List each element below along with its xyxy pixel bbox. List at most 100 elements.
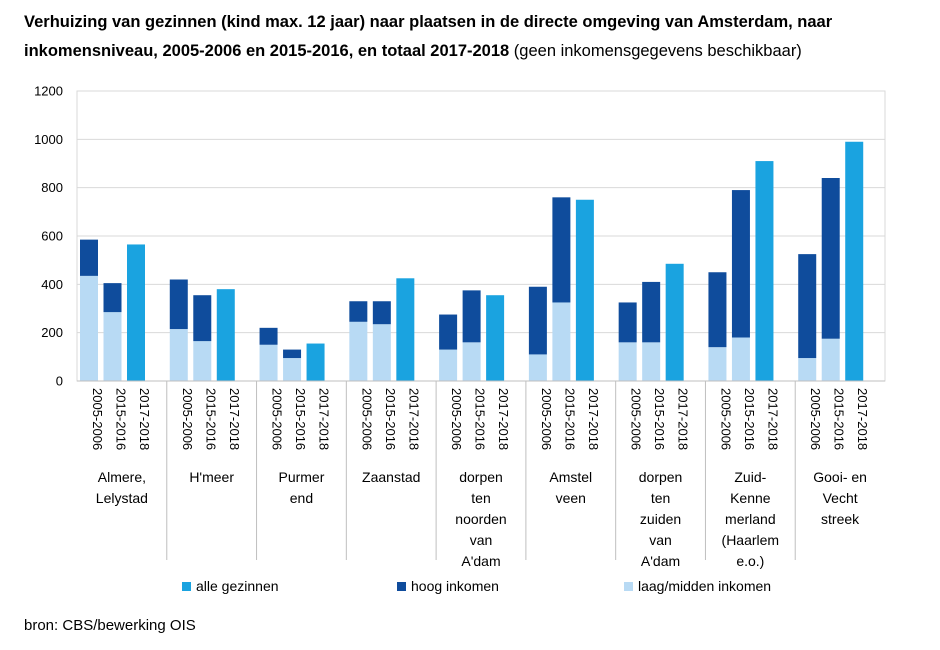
bar-laag-midden-inkomen <box>283 358 302 381</box>
group-label: van <box>470 532 493 548</box>
bar-hoog-inkomen <box>80 239 98 276</box>
bar-alle-gezinnen <box>216 289 235 381</box>
group-label: Purmer <box>278 469 324 485</box>
period-label: 2015-2016 <box>652 388 667 450</box>
group-label: zuiden <box>640 511 681 527</box>
legend-label: laag/midden inkomen <box>638 578 771 594</box>
period-label: 2005-2006 <box>449 388 464 450</box>
legend-swatch-alle-gezinnen <box>182 582 191 591</box>
group-label: dorpen <box>639 469 683 485</box>
bar-alle-gezinnen <box>665 263 684 381</box>
bar-alle-gezinnen <box>396 278 415 381</box>
bar-hoog-inkomen <box>552 197 571 303</box>
chart-title: Verhuizing van gezinnen (kind max. 12 ja… <box>24 8 924 66</box>
group-label: merland <box>725 511 776 527</box>
group-label: Zaanstad <box>362 469 420 485</box>
group-label: noorden <box>455 511 506 527</box>
y-tick-label: 800 <box>41 180 63 195</box>
group-label: Lelystad <box>96 490 148 506</box>
period-label: 2005-2006 <box>808 388 823 450</box>
bar-laag-midden-inkomen <box>708 347 727 381</box>
period-label: 2005-2006 <box>718 388 733 450</box>
period-label: 2015-2016 <box>742 388 757 450</box>
legend-label: hoog inkomen <box>411 578 499 594</box>
group-label: Kenne <box>730 490 771 506</box>
period-label: 2015-2016 <box>473 388 488 450</box>
period-label: 2015-2016 <box>293 388 308 450</box>
bar-alle-gezinnen <box>845 141 864 381</box>
bar-laag-midden-inkomen <box>798 358 817 381</box>
bar-hoog-inkomen <box>372 301 391 325</box>
bar-laag-midden-inkomen <box>372 324 391 381</box>
period-label: 2015-2016 <box>832 388 847 450</box>
period-label: 2017-2018 <box>496 388 511 450</box>
group-label: end <box>290 490 313 506</box>
group-label: dorpen <box>459 469 503 485</box>
bar-hoog-inkomen <box>439 314 458 350</box>
bar-hoog-inkomen <box>618 302 637 343</box>
bar-laag-midden-inkomen <box>731 337 750 381</box>
period-label: 2005-2006 <box>180 388 195 450</box>
period-label: 2015-2016 <box>114 388 129 450</box>
chart-title-note: (geen inkomensgegevens beschikbaar) <box>513 42 802 60</box>
bar-alle-gezinnen <box>486 295 505 381</box>
bar-hoog-inkomen <box>821 178 840 339</box>
group-label: Gooi- en <box>813 469 867 485</box>
y-tick-label: 0 <box>56 374 63 389</box>
bar-laag-midden-inkomen <box>439 349 458 381</box>
period-label: 2017-2018 <box>855 388 870 450</box>
legend-swatch-laag-midden-inkomen <box>624 582 633 591</box>
group-label: ten <box>471 490 490 506</box>
period-label: 2017-2018 <box>765 388 780 450</box>
bar-laag-midden-inkomen <box>80 275 98 381</box>
bar-laag-midden-inkomen <box>259 344 278 381</box>
y-tick-label: 1000 <box>34 132 63 147</box>
group-label: van <box>649 532 672 548</box>
period-label: 2017-2018 <box>406 388 421 450</box>
group-label: A'dam <box>461 553 500 569</box>
y-tick-label: 200 <box>41 325 63 340</box>
bar-hoog-inkomen <box>193 295 212 342</box>
bar-alle-gezinnen <box>575 199 594 381</box>
y-tick-label: 600 <box>41 229 63 244</box>
bar-hoog-inkomen <box>731 190 750 338</box>
bar-hoog-inkomen <box>642 281 661 343</box>
period-label: 2005-2006 <box>90 388 105 450</box>
bar-hoog-inkomen <box>462 290 481 343</box>
period-label: 2015-2016 <box>203 388 218 450</box>
bar-laag-midden-inkomen <box>642 342 661 381</box>
bar-hoog-inkomen <box>528 286 547 355</box>
bar-laag-midden-inkomen <box>462 342 481 381</box>
group-label: H'meer <box>189 469 234 485</box>
period-label: 2005-2006 <box>359 388 374 450</box>
legend-swatch-hoog-inkomen <box>397 582 406 591</box>
bar-laag-midden-inkomen <box>618 342 637 381</box>
bar-hoog-inkomen <box>259 327 278 345</box>
group-label: e.o.) <box>736 553 764 569</box>
period-label: 2005-2006 <box>270 388 285 450</box>
group-label: Vecht <box>823 490 858 506</box>
bar-laag-midden-inkomen <box>169 329 188 381</box>
group-label: (Haarlem <box>722 532 780 548</box>
period-label: 2017-2018 <box>137 388 152 450</box>
group-label: A'dam <box>641 553 680 569</box>
period-label: 2017-2018 <box>586 388 601 450</box>
bar-hoog-inkomen <box>169 279 188 330</box>
legend-label: alle gezinnen <box>196 578 279 594</box>
period-label: 2017-2018 <box>676 388 691 450</box>
chart: 0 200 400 600 800 1000 1200 2005-2006 2015-2016 2… <box>34 84 886 594</box>
bar-laag-midden-inkomen <box>552 302 571 381</box>
period-label: 2017-2018 <box>317 388 332 450</box>
bar-alle-gezinnen <box>127 244 145 381</box>
period-label: 2015-2016 <box>383 388 398 450</box>
group-label: veen <box>556 490 586 506</box>
bar-hoog-inkomen <box>349 301 368 322</box>
group-label: ten <box>651 490 670 506</box>
group-label: Amstel <box>549 469 592 485</box>
bar-laag-midden-inkomen <box>103 312 122 381</box>
bar-laag-midden-inkomen <box>349 321 368 381</box>
group-label: streek <box>821 511 860 527</box>
period-label: 2005-2006 <box>539 388 554 450</box>
group-label: Almere, <box>98 469 146 485</box>
bar-alle-gezinnen <box>755 161 774 381</box>
